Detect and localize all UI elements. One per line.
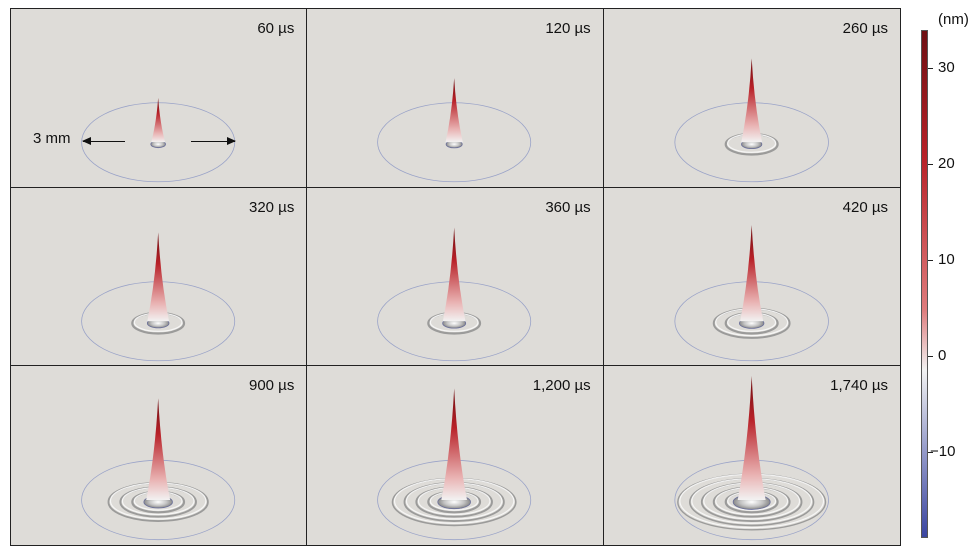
colorbar-tick-label: 10 bbox=[938, 251, 955, 269]
surface-plot bbox=[674, 58, 829, 183]
panel-5: 360 µs bbox=[307, 187, 604, 367]
colorbar-tick bbox=[928, 164, 933, 166]
panel-1: 60 µs 3 mm bbox=[11, 9, 308, 188]
surface-plot bbox=[674, 224, 829, 361]
panel-3: 260 µs bbox=[603, 9, 900, 188]
time-label: 120 µs bbox=[545, 20, 591, 37]
surface-plot bbox=[674, 376, 829, 541]
surface-plot bbox=[377, 227, 532, 361]
surface-plot bbox=[81, 398, 236, 541]
panel-grid: 60 µs 3 mm 120 µs 260 µs 320 µs 360 µs 4… bbox=[10, 8, 901, 546]
colorbar-tick-label: 20 bbox=[938, 155, 955, 173]
surface-spike bbox=[146, 398, 171, 501]
colorbar-tick bbox=[928, 260, 933, 262]
surface-spike bbox=[739, 224, 763, 321]
surface-spike bbox=[441, 388, 468, 501]
arrow-left-icon bbox=[82, 137, 125, 145]
colorbar-tick bbox=[928, 68, 933, 70]
surface-spike bbox=[737, 376, 766, 501]
surface-spike bbox=[151, 97, 166, 143]
time-label: 1,200 µs bbox=[532, 377, 591, 395]
panel-9: 1,740 µs bbox=[603, 366, 900, 545]
colorbar-tick bbox=[928, 355, 933, 357]
surface-spike bbox=[147, 232, 170, 321]
time-label: 1,740 µs bbox=[830, 377, 888, 395]
time-label: 260 µs bbox=[842, 20, 888, 37]
colorbar-tick bbox=[928, 451, 933, 453]
time-label: 60 µs bbox=[257, 20, 295, 37]
time-label: 900 µs bbox=[248, 377, 295, 395]
panel-7: 900 µs bbox=[11, 366, 308, 545]
panel-8: 1,200 µs bbox=[307, 366, 604, 545]
arrow-right-icon bbox=[191, 137, 236, 145]
time-label: 360 µs bbox=[545, 198, 591, 216]
scale-label: 3 mm bbox=[33, 130, 71, 147]
surface-spike bbox=[443, 227, 466, 321]
surface-spike bbox=[740, 58, 762, 143]
colorbar-unit: (nm) bbox=[938, 11, 969, 28]
colorbar-tick-label: −10 bbox=[930, 442, 956, 460]
panel-2: 120 µs bbox=[307, 9, 604, 188]
surface-spike bbox=[445, 78, 464, 143]
panel-4: 320 µs bbox=[11, 187, 308, 367]
colorbar-tick-label: 30 bbox=[938, 59, 955, 77]
time-label: 320 µs bbox=[248, 198, 295, 216]
panel-6: 420 µs bbox=[603, 187, 900, 367]
surface-plot bbox=[377, 388, 532, 541]
surface-plot bbox=[81, 232, 236, 361]
colorbar-gradient bbox=[921, 30, 928, 538]
time-label: 420 µs bbox=[842, 198, 888, 216]
surface-plot bbox=[377, 78, 532, 183]
colorbar-tick-label: 0 bbox=[938, 346, 947, 364]
